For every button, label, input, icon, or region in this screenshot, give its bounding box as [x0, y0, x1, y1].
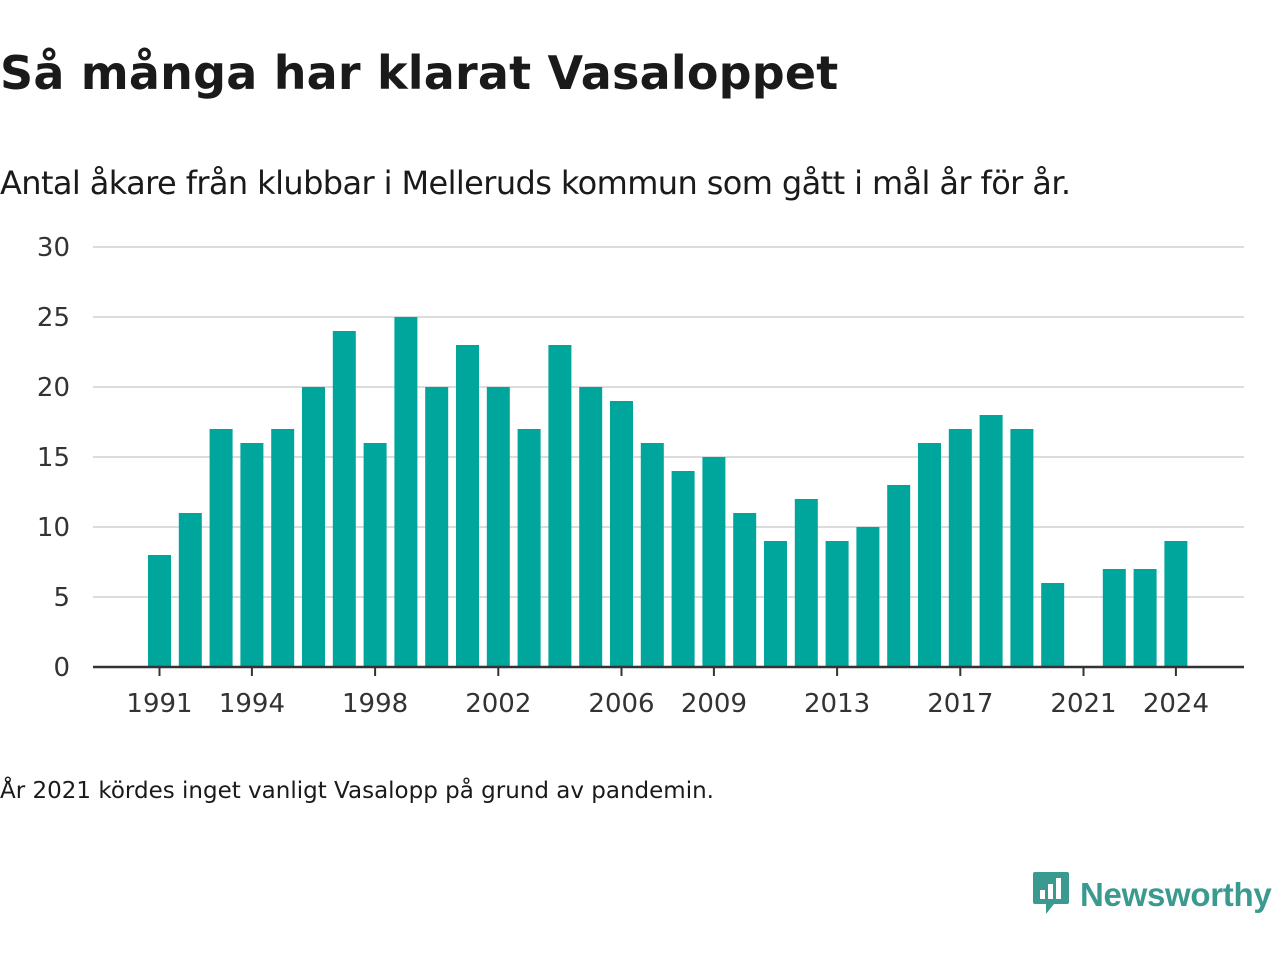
bar-2010: [733, 513, 757, 667]
chart-subtitle: Antal åkare från klubbar i Melleruds kom…: [0, 164, 1071, 202]
bar-1992: [178, 513, 202, 667]
brand-name: Newsworthy: [1080, 876, 1272, 913]
bar-1994: [240, 443, 264, 667]
bar-2022: [1102, 569, 1126, 667]
x-tick-label: 2017: [927, 689, 993, 719]
bar-2006: [610, 401, 633, 667]
y-tick-label: 0: [53, 653, 70, 683]
bar-2018: [979, 415, 1003, 667]
bar-2014: [856, 527, 880, 667]
y-tick-label: 30: [37, 233, 70, 263]
bar-2002: [486, 387, 510, 667]
gridlines: [93, 246, 1244, 598]
bar-2004: [548, 345, 572, 667]
bar-1996: [302, 387, 325, 667]
x-tick-label: 2013: [804, 689, 870, 719]
bar-2003: [517, 429, 541, 667]
bar-2012: [794, 499, 818, 667]
bar-2016: [918, 443, 941, 667]
bar-1998: [363, 443, 387, 667]
bar-1993: [209, 429, 233, 667]
bar-2013: [825, 541, 849, 667]
newsworthy-logo[interactable]: Newsworthy: [1032, 870, 1272, 920]
y-tick-label: 10: [37, 513, 70, 543]
bar-2009: [702, 457, 726, 667]
bar-2008: [671, 471, 695, 667]
bar-2023: [1133, 569, 1157, 667]
bar-1991: [148, 555, 171, 667]
x-tick-label: 1991: [126, 689, 192, 719]
bar-chart: 0 5 10 15 20 25 30 1991 1994 1998 2002 2006 2009 2013…: [37, 233, 1244, 719]
x-tick-label: 2021: [1050, 689, 1116, 719]
bar-2001: [456, 345, 479, 667]
x-tick-label: 2024: [1143, 689, 1209, 719]
bar-2019: [1010, 429, 1034, 667]
x-tick-label: 2009: [681, 689, 747, 719]
bar-2024: [1164, 541, 1188, 667]
bar-2005: [579, 387, 603, 667]
axes: 0 5 10 15 20 25 30 1991 1994 1998 2002 2006 2009 2013…: [37, 233, 1244, 719]
x-tick-label: 2006: [588, 689, 654, 719]
x-tick-label: 2002: [465, 689, 531, 719]
bar-1999: [394, 317, 418, 667]
footnote: År 2021 kördes inget vanligt Vasalopp på…: [0, 778, 714, 804]
newsworthy-chat-chart-icon: [1032, 870, 1070, 920]
y-tick-label: 15: [37, 443, 70, 473]
y-tick-label: 5: [53, 583, 70, 613]
y-tick-label: 20: [37, 373, 70, 403]
bar-2017: [948, 429, 972, 667]
bar-2015: [887, 485, 911, 667]
y-tick-label: 25: [37, 303, 70, 333]
bar-1997: [332, 331, 356, 667]
bars: [148, 317, 1188, 667]
bar-1995: [271, 429, 295, 667]
bar-2007: [640, 443, 664, 667]
x-tick-label: 1994: [219, 689, 285, 719]
bar-2020: [1041, 583, 1065, 667]
bar-2000: [425, 387, 449, 667]
chart-title: Så många har klarat Vasaloppet: [0, 46, 839, 100]
bar-2011: [764, 541, 787, 667]
x-tick-label: 1998: [342, 689, 408, 719]
